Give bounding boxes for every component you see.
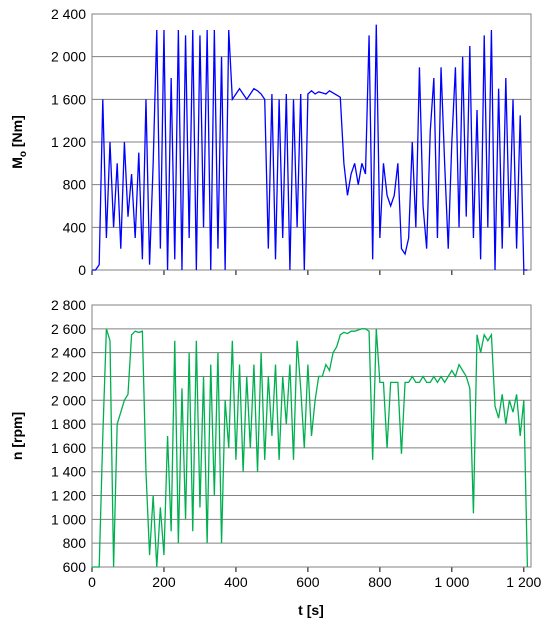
data-line — [92, 24, 528, 271]
x-tick-label: 0 — [88, 574, 96, 590]
y-tick-label: 2 000 — [51, 49, 86, 65]
plot-frame — [91, 13, 532, 271]
data-line — [92, 328, 529, 568]
y-tick-label: 2 200 — [51, 368, 86, 384]
x-tick-label: 400 — [224, 574, 248, 590]
y-tick-label: 1 600 — [51, 440, 86, 456]
y-label-sub: o — [18, 151, 29, 157]
x-tick-label: 200 — [152, 574, 176, 590]
y-tick-label: 1 200 — [51, 134, 86, 150]
y-tick-label: 800 — [63, 177, 87, 193]
y-tick-label: 2 000 — [51, 392, 86, 408]
y-tick-label: 2 600 — [51, 321, 86, 337]
y-tick-label: 1 200 — [51, 488, 86, 504]
x-tick-label: 1 200 — [506, 574, 541, 590]
x-tick-label: 600 — [296, 574, 320, 590]
y-tick-label: 2 400 — [51, 345, 86, 361]
plot-frame — [91, 304, 532, 568]
x-tick-label: 1 000 — [434, 574, 469, 590]
y-tick-label: 2 800 — [51, 297, 86, 313]
y-tick-label: 600 — [63, 559, 87, 575]
y-label-unit: [Nm] — [9, 115, 25, 151]
y-tick-label: 1 000 — [51, 511, 86, 527]
y-tick-label: 400 — [63, 219, 87, 235]
y-tick-label: 1 600 — [51, 91, 86, 107]
y-tick-label: 2 400 — [51, 6, 86, 22]
x-axis-label: t [s] — [298, 602, 324, 618]
y-tick-label: 1 400 — [51, 464, 86, 480]
y-axis-label: Mo [Nm] — [9, 115, 29, 169]
x-tick-label: 800 — [368, 574, 392, 590]
y-axis-label: n [rpm] — [9, 412, 25, 460]
y-tick-label: 0 — [78, 262, 86, 278]
y-label-main: M — [9, 157, 25, 169]
y-tick-label: 800 — [63, 535, 87, 551]
y-tick-label: 1 800 — [51, 416, 86, 432]
